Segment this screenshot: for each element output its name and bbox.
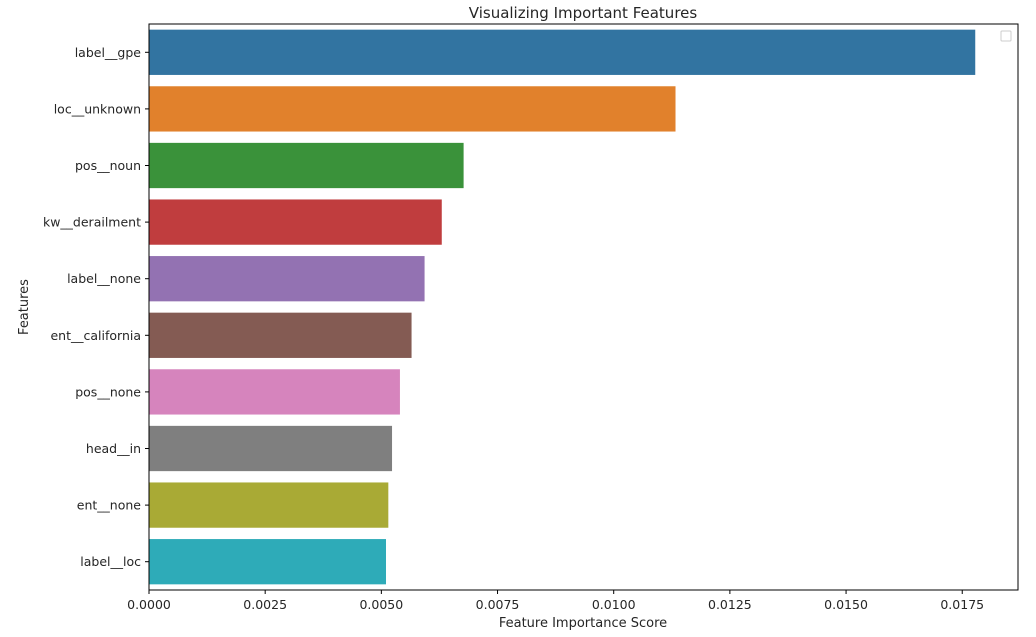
- y-tick-label: ent__california: [50, 328, 141, 343]
- y-tick-label: head__in: [86, 441, 141, 456]
- y-tick-label: label__loc: [80, 554, 141, 569]
- y-tick-label: kw__derailment: [43, 215, 141, 230]
- plot-frame: [148, 23, 1019, 591]
- y-tick-label: ent__none: [77, 498, 142, 513]
- chart-title: Visualizing Important Features: [469, 4, 698, 22]
- x-tick-label: 0.0100: [592, 597, 636, 612]
- y-tick-label: label__gpe: [75, 45, 142, 60]
- x-tick-label: 0.0025: [243, 597, 287, 612]
- y-tick-label: pos__none: [75, 384, 141, 399]
- y-tick-label: loc__unknown: [54, 101, 141, 116]
- bar-label-gpe: [149, 29, 976, 75]
- x-axis-label: Feature Importance Score: [499, 616, 667, 631]
- x-tick-label: 0.0000: [127, 597, 171, 612]
- bar-ent-none: [149, 482, 389, 528]
- y-axis-label: Features: [17, 279, 32, 335]
- y-tick-label: label__none: [67, 271, 141, 286]
- bar-kw-derailment: [149, 199, 442, 245]
- x-tick-label: 0.0175: [940, 597, 984, 612]
- legend-box: [1000, 30, 1012, 42]
- bar-pos-noun: [149, 142, 464, 189]
- x-tick-label: 0.0075: [476, 597, 520, 612]
- x-tick-label: 0.0125: [708, 597, 752, 612]
- bar-loc-unknown: [149, 86, 676, 132]
- bar-label-loc: [149, 539, 386, 585]
- x-tick-label: 0.0150: [824, 597, 868, 612]
- bar-head-in: [149, 425, 393, 472]
- bar-label-none: [149, 256, 425, 302]
- y-tick-label: pos__noun: [75, 158, 141, 173]
- bar-pos-none: [149, 369, 400, 415]
- bar-ent-california: [149, 312, 412, 358]
- x-tick-label: 0.0050: [359, 597, 403, 612]
